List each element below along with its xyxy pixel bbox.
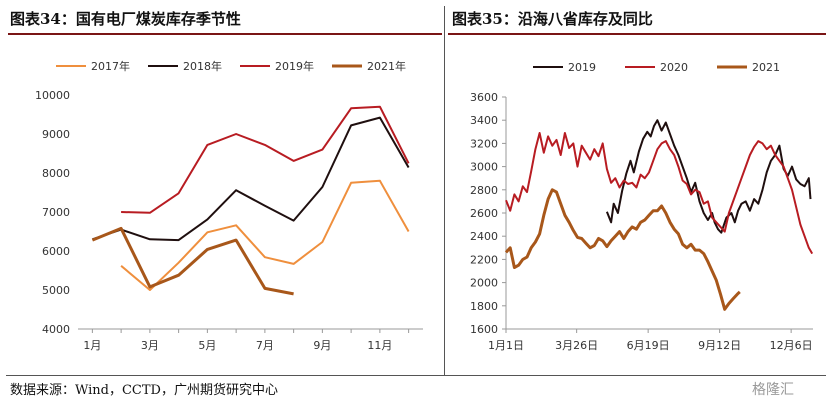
y-tick-label: 1800 xyxy=(470,300,498,313)
y-tick-label: 2600 xyxy=(470,207,498,220)
y-tick-label: 3000 xyxy=(470,161,498,174)
x-tick-label: 3月26日 xyxy=(555,339,598,352)
x-tick-label: 9月 xyxy=(313,339,331,352)
x-tick-label: 3月 xyxy=(141,339,159,352)
y-tick-label: 7000 xyxy=(42,206,70,219)
series-line-2018年 xyxy=(92,116,410,242)
legend-label-2017年: 2017年 xyxy=(91,59,130,73)
y-tick-label: 2200 xyxy=(470,253,498,266)
y-tick-label: 3600 xyxy=(470,91,498,104)
legend-label-2021: 2021 xyxy=(752,61,780,74)
y-tick-label: 2400 xyxy=(470,230,498,243)
y-tick-label: 3400 xyxy=(470,114,498,127)
series-line-2019 xyxy=(605,119,812,234)
legend-label-2018年: 2018年 xyxy=(183,59,222,73)
legend-label-2019年: 2019年 xyxy=(275,59,314,73)
series-line-2021 xyxy=(504,188,741,311)
series-line-2017年 xyxy=(120,179,410,291)
y-tick-label: 8000 xyxy=(42,167,70,180)
x-tick-label: 5月 xyxy=(198,339,216,352)
x-tick-label: 7月 xyxy=(256,339,274,352)
x-tick-label: 12月6日 xyxy=(770,339,813,352)
panel-divider xyxy=(444,6,445,376)
footer-divider xyxy=(6,375,826,376)
left-line-chart: 4000 5000 6000 7000 8000 9000 10000 1月 3月 5月 7月 9月 1… xyxy=(35,59,423,352)
legend-label-2021年: 2021年 xyxy=(367,59,406,73)
left-title-rule xyxy=(8,33,442,35)
right-chart-title: 图表35：沿海八省库存及同比 xyxy=(452,10,653,28)
y-tick-label: 10000 xyxy=(35,89,70,102)
x-tick-label: 9月12日 xyxy=(698,339,741,352)
watermark-logo: 格隆汇 xyxy=(752,382,794,398)
x-tick-label: 1月 xyxy=(83,339,101,352)
y-tick-label: 6000 xyxy=(42,245,70,258)
source-note: 数据来源：Wind，CCTD，广州期货研究中心 xyxy=(10,383,278,398)
x-tick-label: 11月 xyxy=(367,339,392,352)
y-tick-label: 3200 xyxy=(470,137,498,150)
legend-label-2020: 2020 xyxy=(660,61,688,74)
y-tick-label: 2000 xyxy=(470,277,498,290)
legend-label-2019: 2019 xyxy=(568,61,596,74)
right-title-rule xyxy=(448,33,826,35)
y-tick-label: 9000 xyxy=(42,128,70,141)
series-line-2020 xyxy=(505,132,814,255)
series-line-2021年 xyxy=(91,226,294,296)
y-tick-label: 2800 xyxy=(470,184,498,197)
y-tick-label: 5000 xyxy=(42,284,70,297)
left-chart-title: 图表34：国有电厂煤炭库存季节性 xyxy=(10,10,241,28)
y-tick-label: 4000 xyxy=(42,323,70,336)
x-tick-label: 6月19日 xyxy=(627,339,670,352)
series-line-2019年 xyxy=(121,105,410,214)
x-tick-label: 1月1日 xyxy=(488,339,524,352)
right-line-chart: 1600 1800 2000 2200 2400 2600 2800 3000 3200 3400… xyxy=(470,61,814,352)
y-tick-label: 1600 xyxy=(470,323,498,336)
